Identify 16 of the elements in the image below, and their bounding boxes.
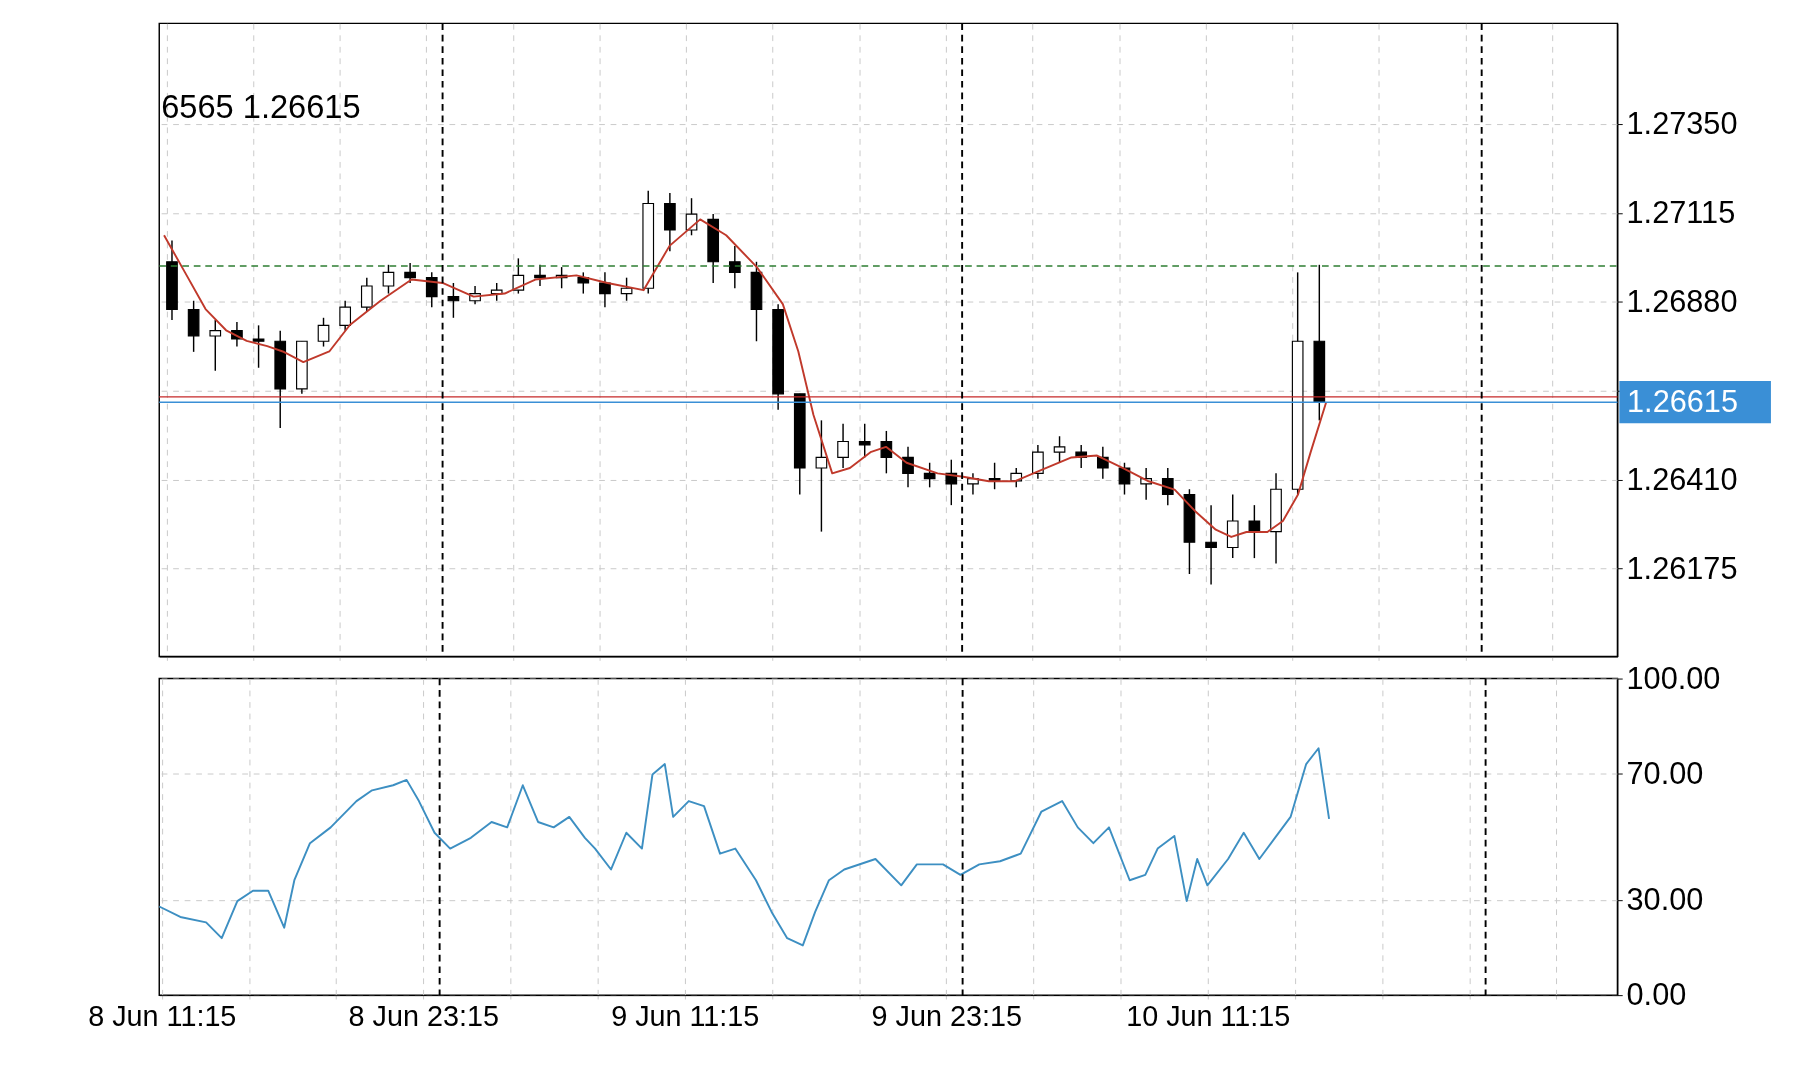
y-tick-label: 0.00 [1626, 977, 1687, 1013]
y-tick-label: 30.00 [1626, 882, 1704, 918]
x-tick-label: 10 Jun 11:15 [1126, 1000, 1291, 1033]
y-tick-label: 100.00 [1626, 660, 1721, 696]
y-tick-label: 70.00 [1626, 755, 1704, 791]
y-tick-label: 1.27350 [1626, 106, 1738, 142]
x-tick-label: 9 Jun 11:15 [611, 1000, 760, 1033]
y-tick-label: 1.27115 [1626, 195, 1736, 231]
x-tick-label: 8 Jun 11:15 [88, 1000, 237, 1033]
y-tick-label: 1.26175 [1626, 550, 1738, 586]
ref-line-label: 1.26615 [1627, 383, 1738, 419]
annotation: 6565 1.26615 [161, 88, 361, 126]
y-tick-label: 1.26410 [1626, 461, 1738, 497]
x-tick-label: 9 Jun 23:15 [871, 1000, 1022, 1033]
x-tick-label: 8 Jun 23:15 [348, 1000, 499, 1033]
y-tick-label: 1.26880 [1626, 283, 1738, 319]
